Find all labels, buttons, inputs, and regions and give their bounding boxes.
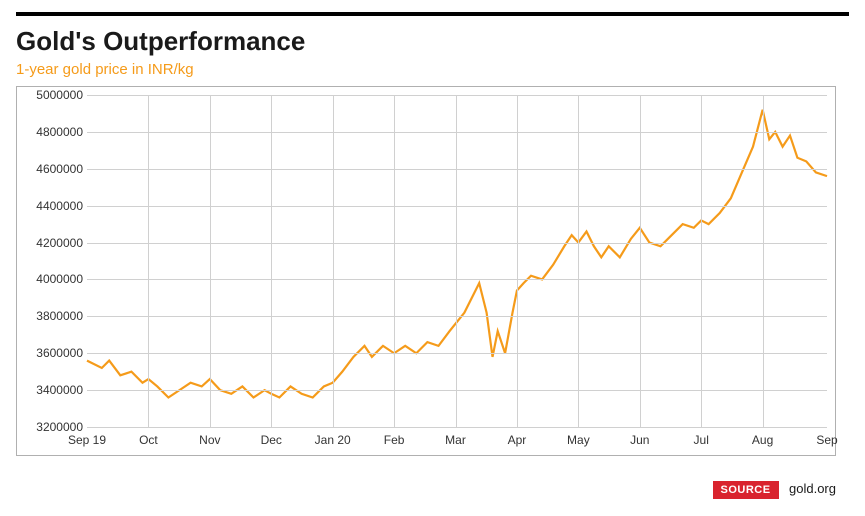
gridline-h (87, 95, 827, 96)
x-axis-label: Jul (694, 427, 709, 447)
gridline-h (87, 353, 827, 354)
gridline-h (87, 132, 827, 133)
gridline-v (210, 95, 211, 427)
gridline-v (763, 95, 764, 427)
y-axis-label: 4800000 (36, 125, 89, 139)
x-axis-label: Mar (445, 427, 466, 447)
gridline-h (87, 206, 827, 207)
plot-area: 3200000340000036000003800000400000042000… (87, 95, 827, 427)
source-row: SOURCE gold.org (16, 480, 836, 499)
x-axis-label: Sep (816, 427, 837, 447)
y-axis-label: 3800000 (36, 309, 89, 323)
chart-subtitle: 1-year gold price in INR/kg (16, 61, 849, 78)
y-axis-label: 3600000 (36, 346, 89, 360)
y-axis-label: 4600000 (36, 162, 89, 176)
gridline-v (517, 95, 518, 427)
gridline-v (333, 95, 334, 427)
gridline-v (578, 95, 579, 427)
x-axis-label: Jan 20 (315, 427, 351, 447)
x-axis-label: May (567, 427, 590, 447)
chart-title: Gold's Outperformance (16, 26, 849, 57)
gridline-v (640, 95, 641, 427)
gridline-h (87, 243, 827, 244)
y-axis-label: 5000000 (36, 88, 89, 102)
y-axis-label: 3400000 (36, 383, 89, 397)
gridline-h (87, 316, 827, 317)
gridline-v (456, 95, 457, 427)
gridline-v (394, 95, 395, 427)
top-rule (16, 12, 849, 16)
gridline-h (87, 390, 827, 391)
x-axis-label: Jun (630, 427, 649, 447)
x-axis-label: Aug (752, 427, 773, 447)
gridline-v (271, 95, 272, 427)
x-axis-label: Sep 19 (68, 427, 106, 447)
gridline-h (87, 169, 827, 170)
line-chart-svg (87, 95, 827, 427)
y-axis-label: 4000000 (36, 272, 89, 286)
x-axis-label: Oct (139, 427, 158, 447)
x-axis-label: Nov (199, 427, 220, 447)
x-axis-label: Dec (261, 427, 282, 447)
x-axis-label: Feb (384, 427, 405, 447)
gridline-v (701, 95, 702, 427)
y-axis-label: 4200000 (36, 236, 89, 250)
source-badge: SOURCE (713, 481, 779, 499)
source-text: gold.org (789, 481, 836, 496)
x-axis-label: Apr (508, 427, 527, 447)
gridline-v (148, 95, 149, 427)
chart-container: 3200000340000036000003800000400000042000… (16, 86, 836, 456)
y-axis-label: 4400000 (36, 199, 89, 213)
gridline-h (87, 279, 827, 280)
